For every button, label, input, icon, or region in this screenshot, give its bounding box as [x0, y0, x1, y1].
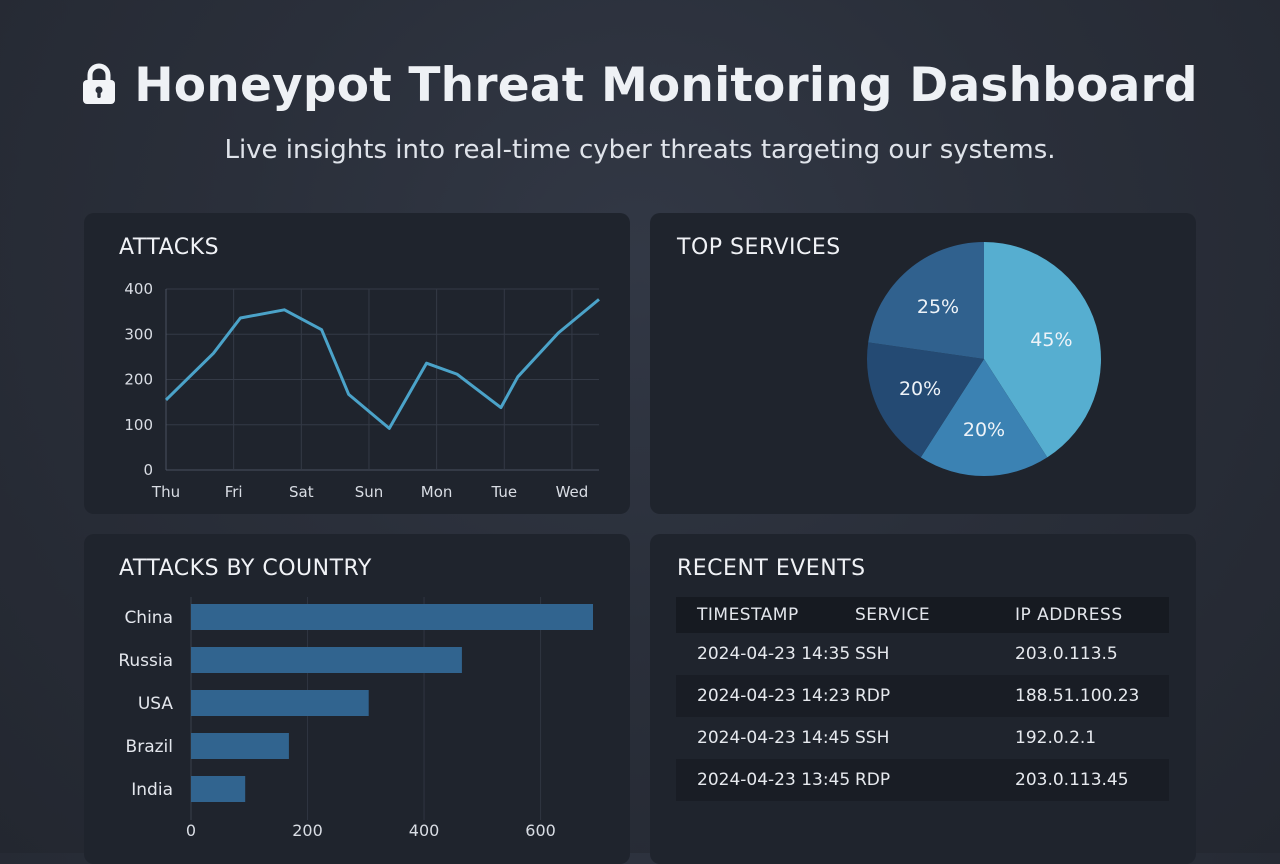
- page-subtitle: Live insights into real-time cyber threa…: [224, 135, 1056, 165]
- attacks-by-country-bar-chart: 0 200 400 600 China Russia USA Brazil India: [118, 597, 593, 840]
- header: Honeypot Threat Monitoring Dashboard Liv…: [0, 58, 1280, 165]
- event-service: RDP: [855, 675, 1015, 717]
- x-tick-label: Wed: [556, 483, 589, 501]
- y-tick-label: 300: [124, 325, 153, 343]
- page-title: Honeypot Threat Monitoring Dashboard: [134, 58, 1198, 113]
- attacks-by-country-panel-title: ATTACKS BY COUNTRY: [119, 556, 372, 581]
- bar: [191, 604, 593, 630]
- top-services-panel-title: TOP SERVICES: [677, 235, 841, 260]
- pie-slice-label: 20%: [963, 419, 1005, 441]
- x-tick-label: 0: [186, 821, 196, 840]
- y-tick-label: 200: [124, 371, 153, 389]
- category-label: Russia: [118, 651, 173, 671]
- bar: [191, 647, 462, 673]
- attacks-line-chart: 400 300 200 100 0 Thu Fri Sat Sun Mon Tue Wed: [124, 280, 600, 501]
- attacks-panel-title: ATTACKS: [119, 235, 220, 260]
- category-label: USA: [138, 694, 174, 714]
- title-row: Honeypot Threat Monitoring Dashboard: [0, 58, 1280, 113]
- table-header-row: TIMESTAMP SERVICE IP ADDRESS: [676, 597, 1169, 633]
- pie-slice-label: 25%: [917, 296, 959, 318]
- event-timestamp: 2024-04-23 14:45: [697, 728, 851, 748]
- column-header-ip-address[interactable]: IP ADDRESS: [1015, 597, 1169, 633]
- column-header-timestamp[interactable]: TIMESTAMP: [676, 597, 855, 633]
- y-tick-label: 0: [143, 461, 153, 479]
- x-tick-label: 400: [409, 821, 440, 840]
- recent-events-table: TIMESTAMP SERVICE IP ADDRESS 2024-04-23 …: [676, 597, 1169, 801]
- x-tick-label: Fri: [225, 483, 243, 501]
- pie-slice: [984, 242, 1102, 458]
- recent-events-panel-title: RECENT EVENTS: [677, 556, 866, 581]
- event-service: SSH: [855, 728, 890, 748]
- event-ip-address: 203.0.113.45: [1015, 759, 1169, 801]
- event-ip-address: 192.0.2.1: [1015, 728, 1097, 748]
- x-tick-label: Sun: [355, 483, 384, 501]
- bar: [191, 733, 289, 759]
- table-row[interactable]: 2024-04-23 13:45 RDP 203.0.113.45: [676, 759, 1169, 801]
- pie-slice: [866, 342, 984, 458]
- event-timestamp: 2024-04-23 14:35: [697, 644, 851, 664]
- y-tick-label: 400: [124, 280, 153, 298]
- attacks-series-line: [164, 298, 600, 430]
- event-timestamp: 2024-04-23 13:45: [676, 759, 855, 801]
- category-label: India: [131, 780, 173, 800]
- bar: [191, 776, 246, 802]
- x-tick-label: 600: [525, 821, 556, 840]
- recent-events-panel: RECENT EVENTS TIMESTAMP SERVICE IP ADDRE…: [650, 534, 1196, 864]
- table-row[interactable]: 2024-04-23 14:35 SSH 203.0.113.5: [676, 633, 1169, 675]
- column-header-service[interactable]: SERVICE: [855, 597, 1015, 633]
- pie-slice: [868, 242, 984, 359]
- event-service: RDP: [855, 759, 1015, 801]
- bar: [191, 690, 369, 716]
- x-tick-label: Thu: [151, 483, 180, 501]
- top-services-panel: TOP SERVICES 45% 20% 20% 25%: [650, 213, 1196, 514]
- pie-slice: [920, 359, 1048, 477]
- x-tick-label: 200: [292, 821, 323, 840]
- x-tick-label: Tue: [490, 483, 517, 501]
- x-tick-label: Sat: [289, 483, 314, 501]
- y-tick-label: 100: [124, 416, 153, 434]
- category-label: Brazil: [126, 737, 173, 757]
- lock-icon: [83, 63, 116, 104]
- attacks-panel: ATTACKS 400 300 200 100 0 Thu Fri Sat Sun Mon Tue W…: [84, 213, 630, 514]
- event-service: SSH: [855, 644, 890, 664]
- table-row[interactable]: 2024-04-23 14:45 SSH 192.0.2.1: [676, 717, 1169, 759]
- pie-slice-label: 45%: [1030, 329, 1072, 351]
- pie-slice-label: 20%: [899, 378, 941, 400]
- table-row[interactable]: 2024-04-23 14:23 RDP 188.51.100.23: [676, 675, 1169, 717]
- category-label: China: [124, 608, 173, 628]
- event-ip-address: 203.0.113.5: [1015, 644, 1118, 664]
- top-services-pie-chart: 45% 20% 20% 25%: [866, 242, 1102, 477]
- attacks-by-country-panel: ATTACKS BY COUNTRY 0 200 400 600 China Russia…: [84, 534, 630, 864]
- x-tick-label: Mon: [421, 483, 453, 501]
- event-ip-address: 188.51.100.23: [1015, 675, 1169, 717]
- event-timestamp: 2024-04-23 14:23: [676, 675, 855, 717]
